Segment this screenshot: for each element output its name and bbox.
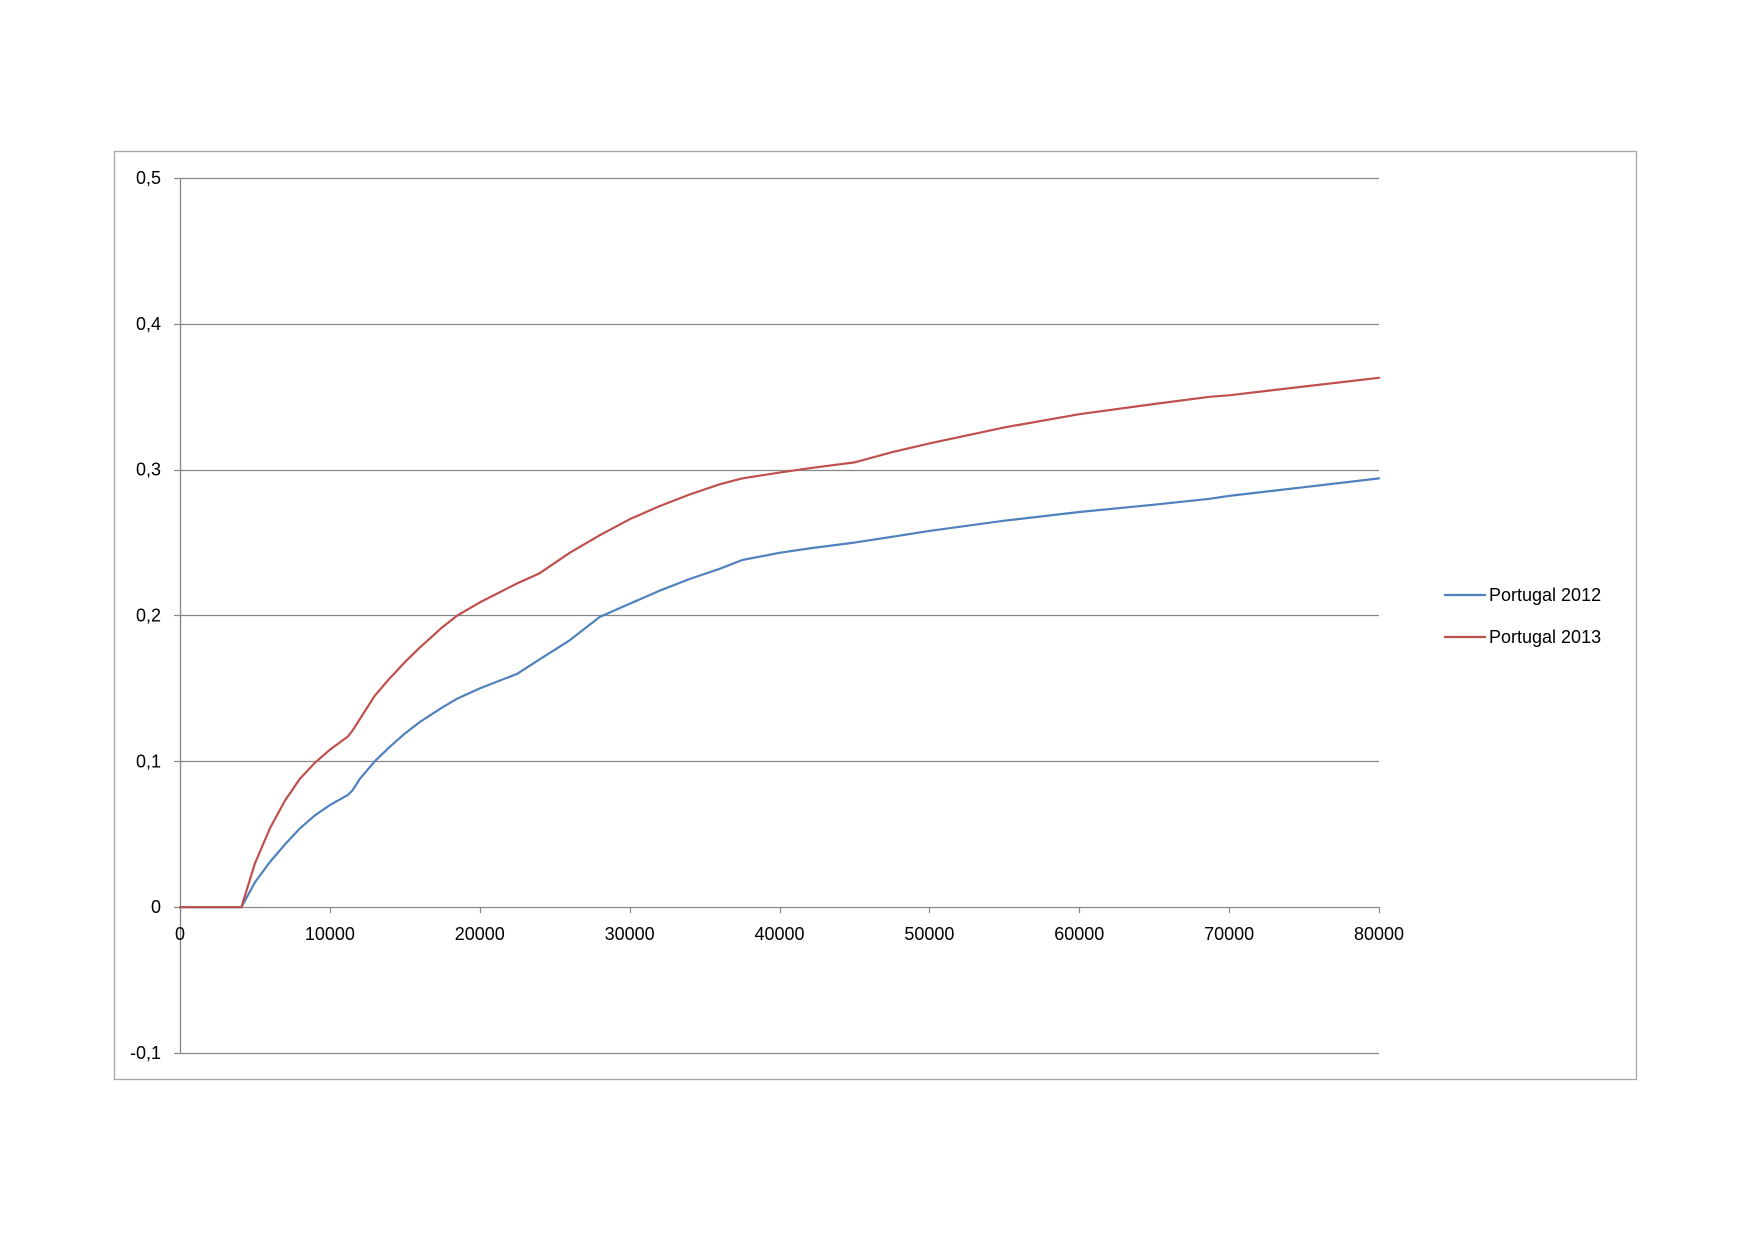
x-tick-label: 30000 <box>605 924 655 944</box>
y-tick-label: 0,3 <box>136 460 161 480</box>
legend: Portugal 2012 Portugal 2013 <box>1444 585 1601 647</box>
x-tick-label: 60000 <box>1054 924 1104 944</box>
y-tick-label: 0 <box>151 897 161 917</box>
y-tick-label: 0,4 <box>136 314 161 334</box>
y-tick-label: 0,5 <box>136 168 161 188</box>
y-tick-label: -0,1 <box>130 1043 161 1063</box>
y-tick-label: 0,1 <box>136 751 161 771</box>
x-tick-labels: 0 10000 20000 30000 40000 50000 60000 70000 8000… <box>175 924 1404 944</box>
series-line-portugal-2012 <box>178 477 1381 909</box>
x-tick-label: 40000 <box>754 924 804 944</box>
x-tick-label: 80000 <box>1354 924 1404 944</box>
legend-label-portugal-2012: Portugal 2012 <box>1489 585 1601 605</box>
series-line-portugal-2013 <box>178 376 1381 909</box>
series-lines <box>178 376 1381 909</box>
y-tick-labels: -0,1 0 0,1 0,2 0,3 0,4 0,5 <box>130 168 161 1063</box>
gridlines <box>180 177 1379 1055</box>
x-tick-label: 50000 <box>904 924 954 944</box>
y-tick-label: 0,2 <box>136 606 161 626</box>
legend-label-portugal-2013: Portugal 2013 <box>1489 627 1601 647</box>
x-tick-label: 10000 <box>305 924 355 944</box>
x-tick-label: 0 <box>175 924 185 944</box>
x-tick-label: 70000 <box>1204 924 1254 944</box>
x-tick-label: 20000 <box>455 924 505 944</box>
